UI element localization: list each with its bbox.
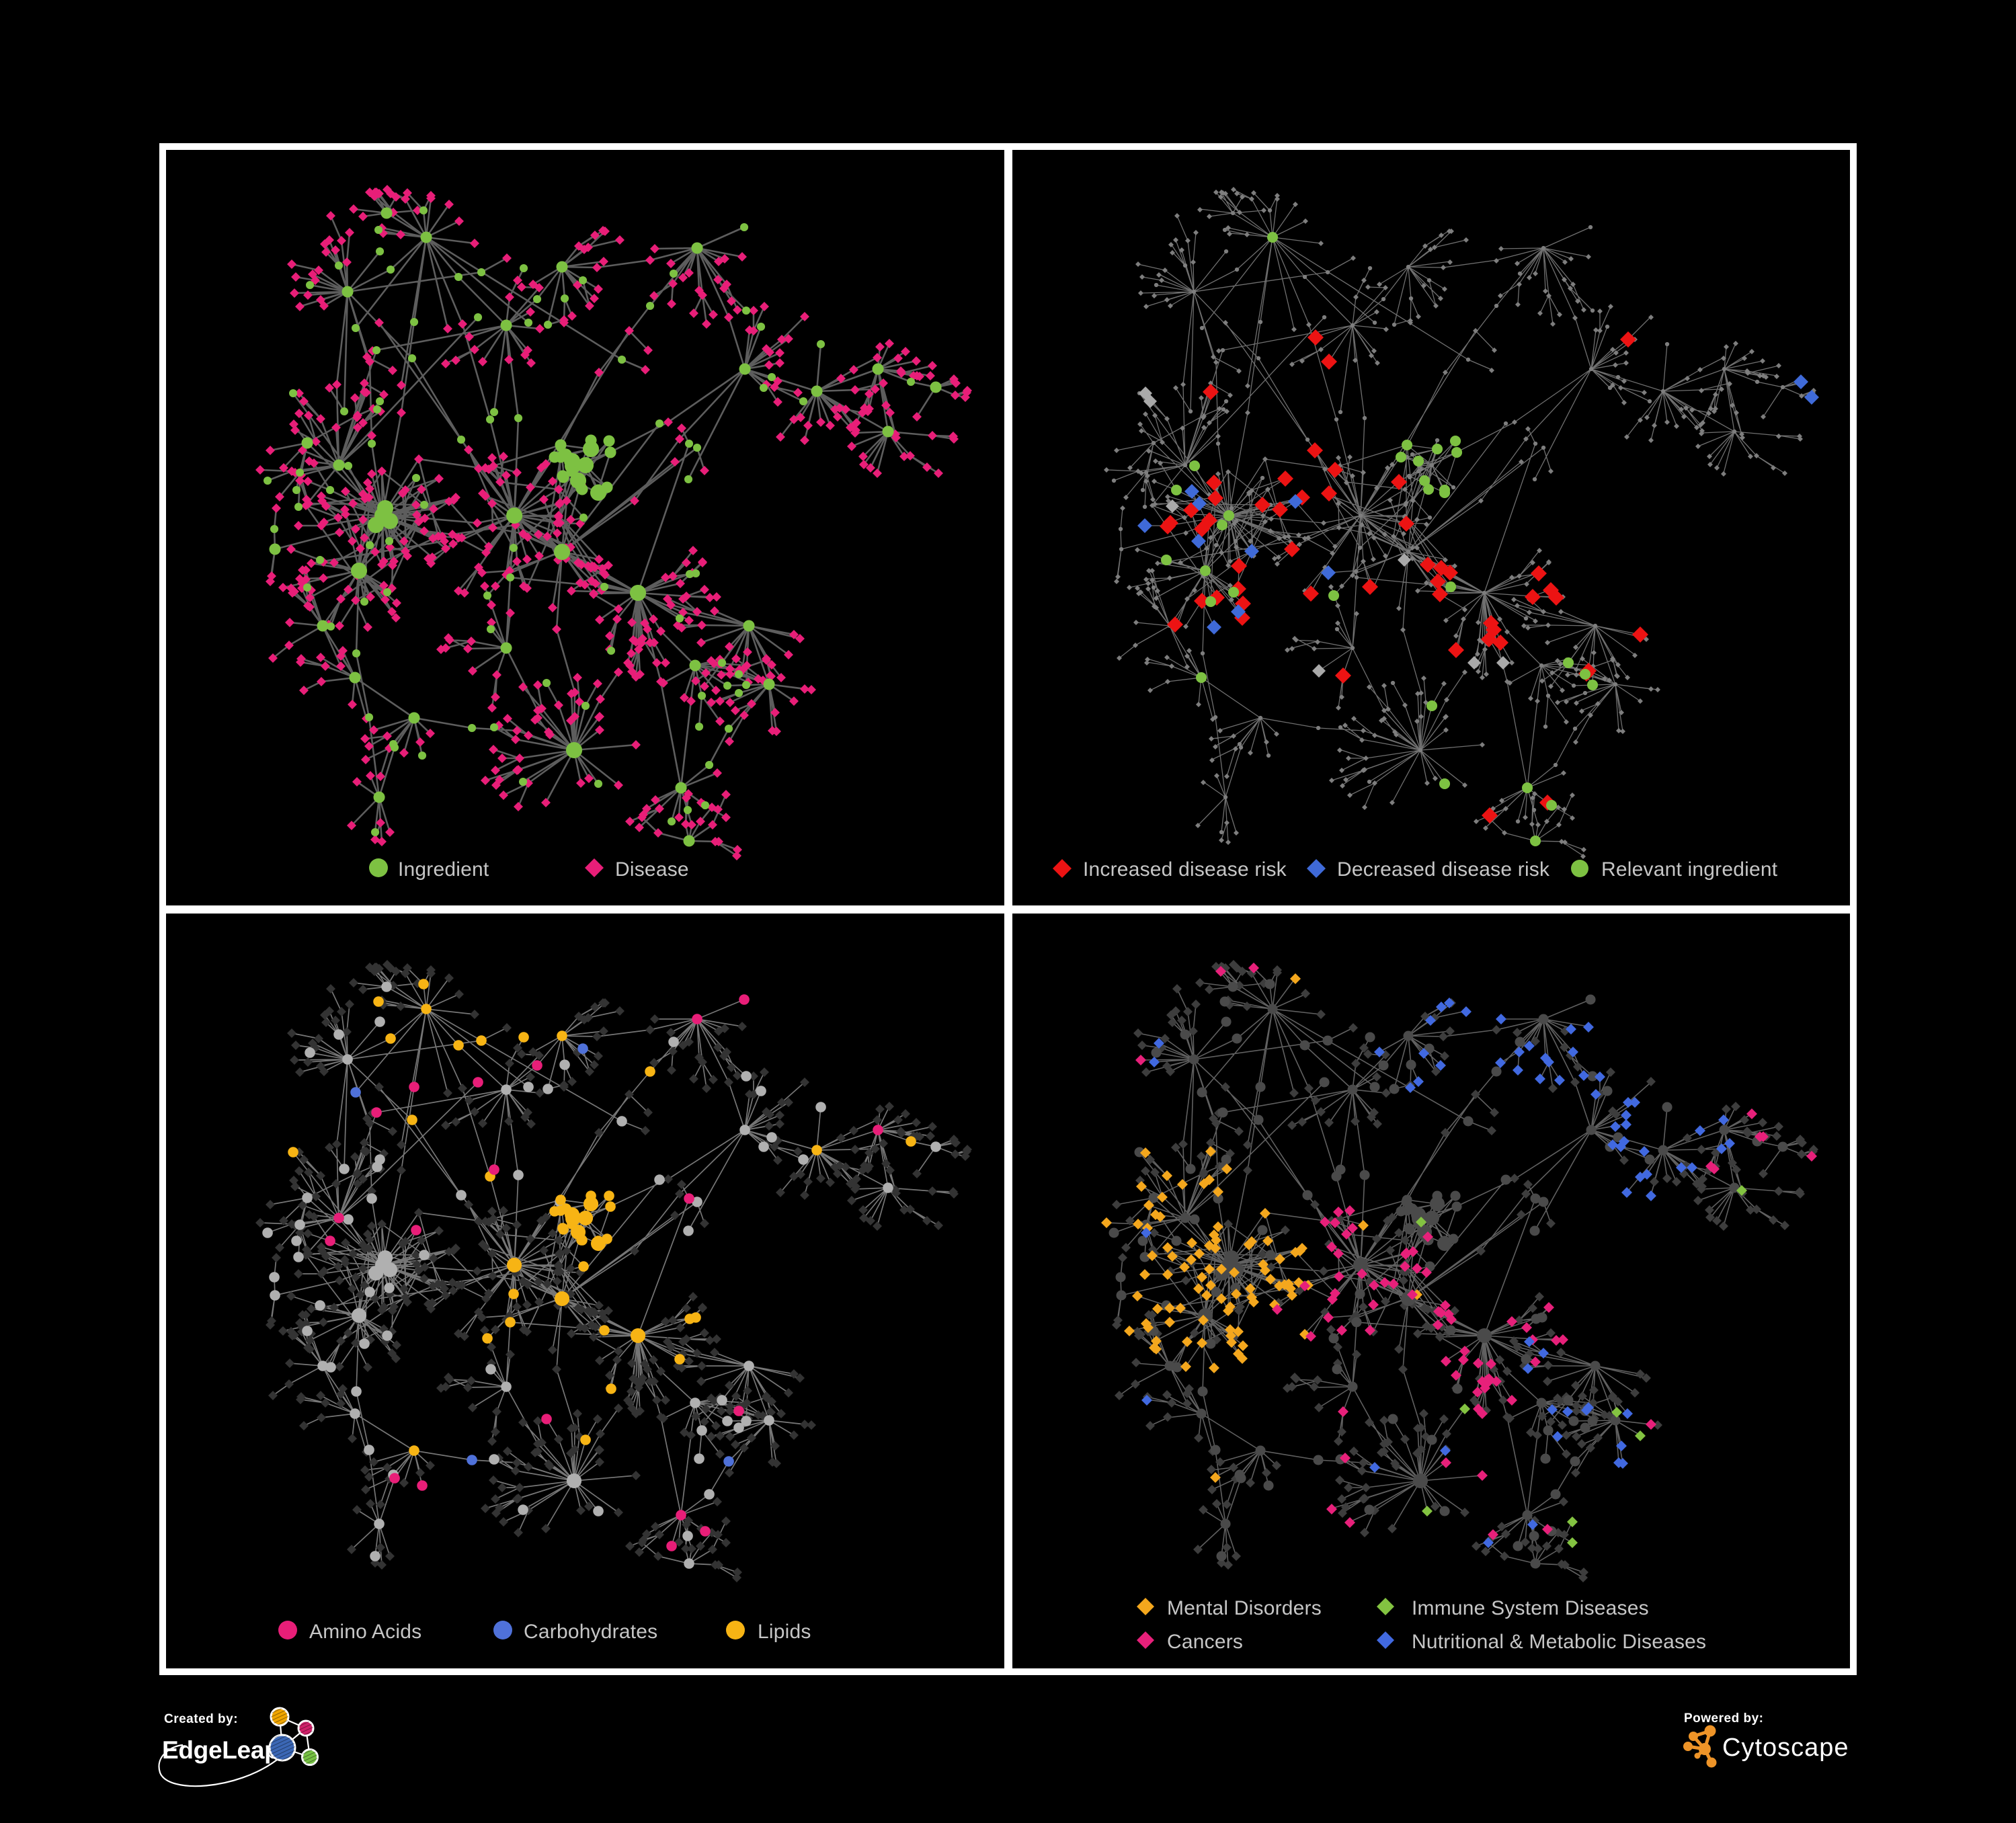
svg-text:Cytoscape: Cytoscape (1722, 1734, 1849, 1762)
svg-text:Cancers: Cancers (1167, 1631, 1243, 1653)
svg-text:Nutritional & Metabolic Diseas: Nutritional & Metabolic Diseases (1412, 1631, 1706, 1653)
svg-text:Created by:: Created by: (164, 1712, 238, 1726)
svg-text:Increased disease risk: Increased disease risk (1083, 858, 1287, 881)
svg-text:Disease: Disease (615, 858, 689, 881)
svg-text:Amino Acids: Amino Acids (309, 1621, 421, 1643)
svg-text:Carbohydrates: Carbohydrates (524, 1621, 657, 1643)
svg-text:EdgeLeap: EdgeLeap (162, 1736, 279, 1764)
svg-text:Mental Disorders: Mental Disorders (1167, 1597, 1322, 1619)
svg-text:Lipids: Lipids (758, 1621, 811, 1643)
svg-text:Powered by:: Powered by: (1684, 1711, 1763, 1726)
svg-text:Ingredient: Ingredient (398, 858, 489, 881)
svg-text:Decreased disease risk: Decreased disease risk (1337, 858, 1550, 881)
svg-text:Relevant ingredient: Relevant ingredient (1601, 858, 1778, 881)
svg-text:Immune System Diseases: Immune System Diseases (1412, 1597, 1649, 1619)
